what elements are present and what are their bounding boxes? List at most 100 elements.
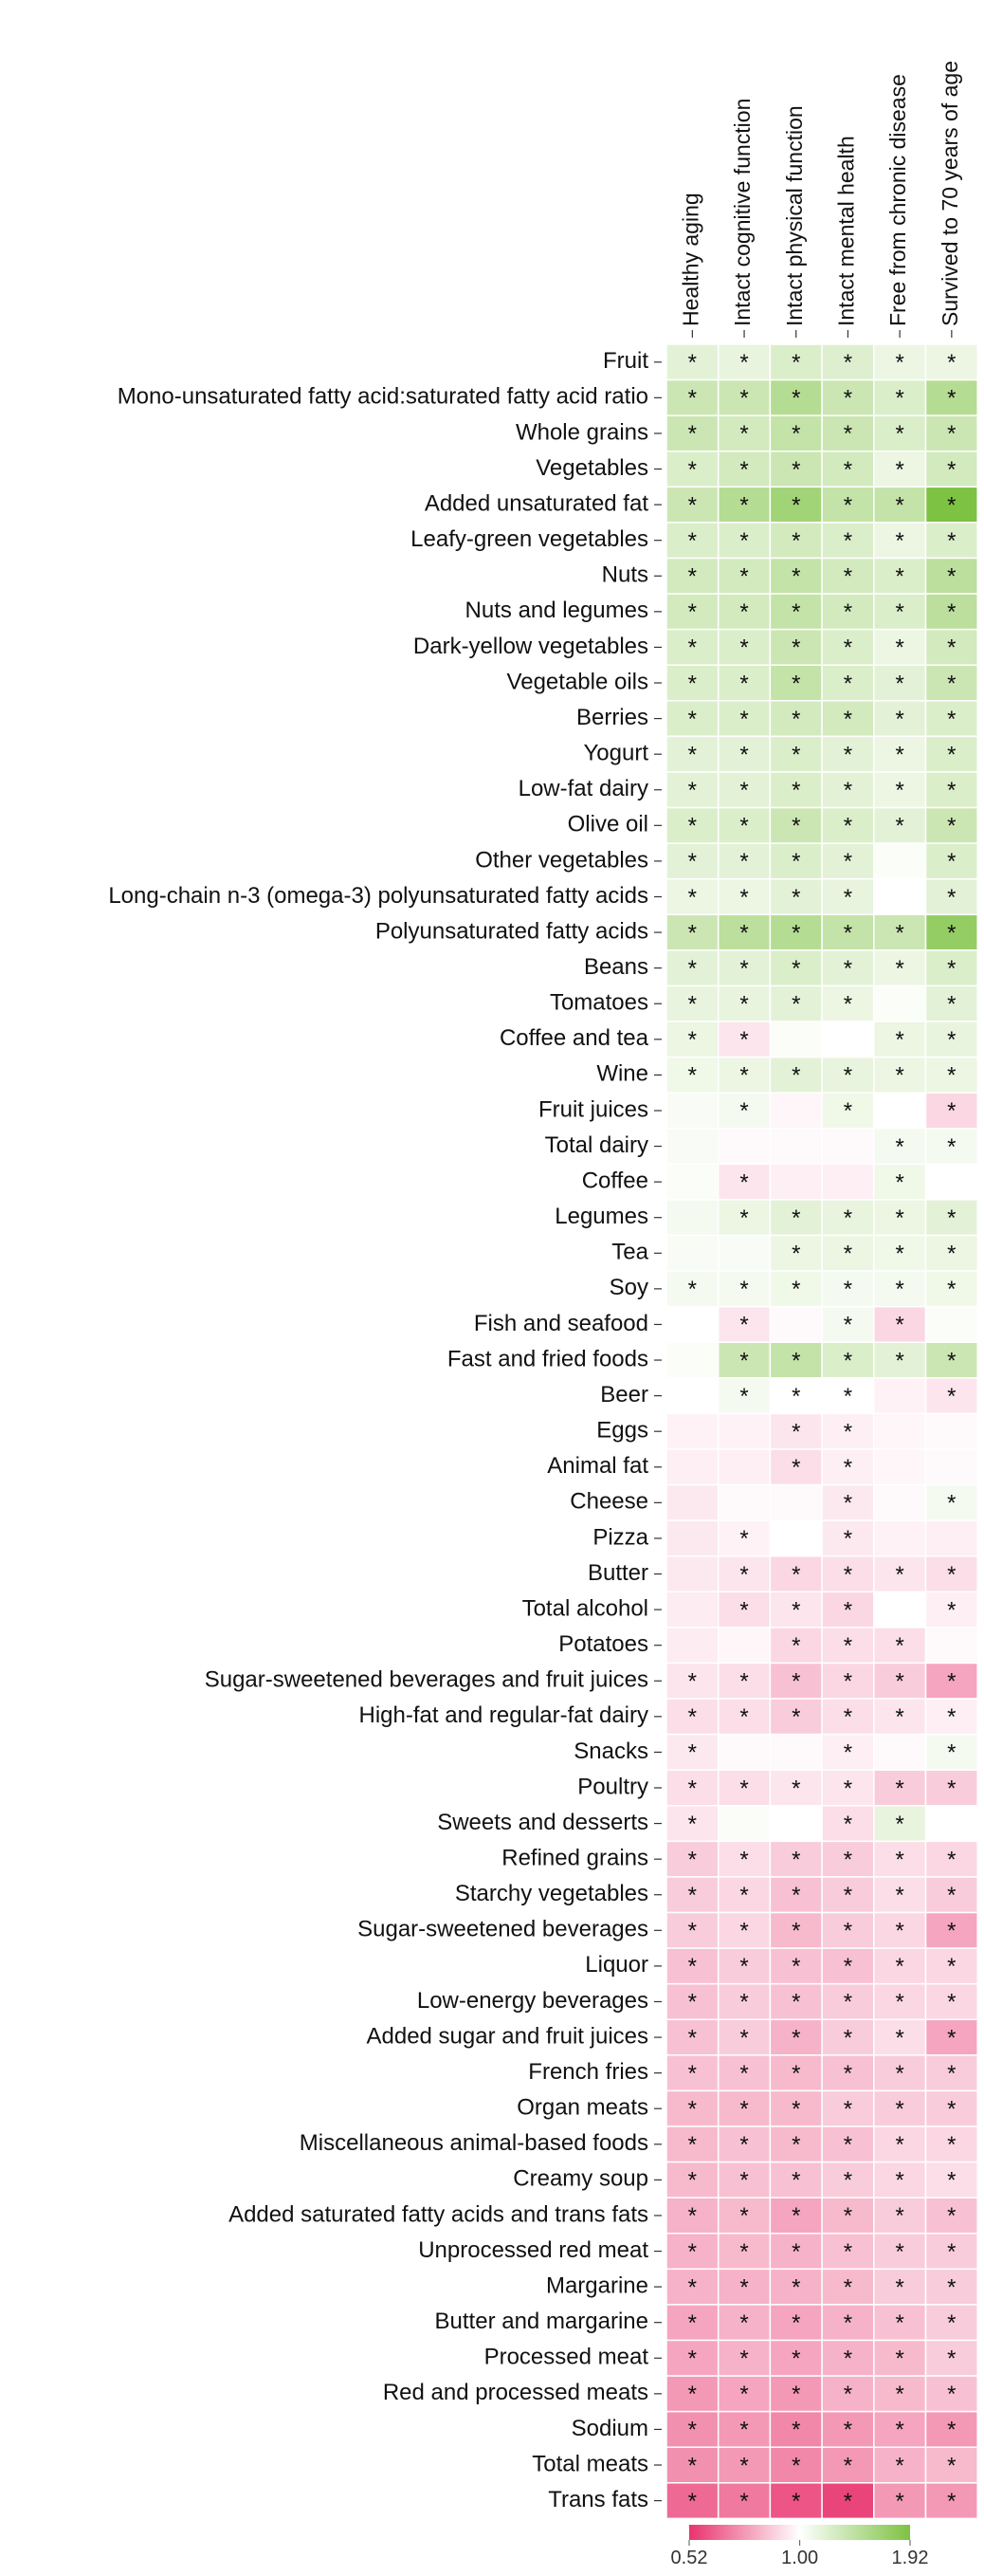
heatmap-cell bbox=[717, 1305, 772, 1343]
significance-star: * bbox=[739, 1063, 748, 1089]
heatmap-cell bbox=[873, 949, 927, 987]
significance-star: * bbox=[739, 2096, 748, 2122]
heatmap-cell bbox=[717, 1555, 772, 1593]
heatmap-cell bbox=[769, 1840, 823, 1878]
row-label: Margarine bbox=[546, 2272, 648, 2298]
significance-star: * bbox=[844, 885, 852, 911]
row-label: Sodium bbox=[572, 2416, 648, 2441]
significance-star: * bbox=[688, 2061, 697, 2087]
heatmap-cell bbox=[665, 2304, 720, 2342]
significance-star: * bbox=[947, 671, 956, 696]
significance-star: * bbox=[792, 1883, 800, 1908]
significance-star: * bbox=[844, 2096, 852, 2122]
significance-star: * bbox=[739, 1526, 748, 1552]
heatmap-cell bbox=[717, 2089, 772, 2127]
significance-star: * bbox=[844, 1384, 852, 1409]
significance-star: * bbox=[895, 1562, 903, 1588]
significance-star: * bbox=[947, 1954, 956, 1979]
significance-star: * bbox=[792, 1205, 800, 1231]
significance-star: * bbox=[844, 920, 852, 946]
significance-star: * bbox=[895, 2453, 903, 2478]
significance-star: * bbox=[792, 814, 800, 839]
heatmap-cell bbox=[665, 1519, 720, 1557]
heatmap-cell bbox=[769, 414, 823, 452]
heatmap-cell bbox=[873, 1591, 927, 1628]
heatmap-cell bbox=[769, 1092, 823, 1130]
significance-star: * bbox=[895, 1669, 903, 1695]
heatmap-cell bbox=[769, 593, 823, 631]
heatmap-cell bbox=[873, 2268, 927, 2306]
significance-star: * bbox=[688, 2310, 697, 2336]
heatmap-cell bbox=[924, 2268, 978, 2306]
heatmap-cell bbox=[873, 2410, 927, 2448]
heatmap-cell bbox=[924, 1412, 978, 1450]
significance-star: * bbox=[688, 1812, 697, 1837]
heatmap-cell bbox=[717, 2161, 772, 2199]
significance-star: * bbox=[947, 956, 956, 982]
heatmap-cell bbox=[769, 1519, 823, 1557]
significance-star: * bbox=[688, 707, 697, 732]
row-label: Trans fats bbox=[548, 2487, 648, 2512]
row-label: Nuts bbox=[602, 562, 648, 588]
significance-star: * bbox=[739, 2061, 748, 2087]
significance-star: * bbox=[688, 350, 697, 376]
heatmap-cell bbox=[665, 1769, 720, 1807]
significance-star: * bbox=[688, 2025, 697, 2051]
significance-star: * bbox=[739, 2489, 748, 2514]
heatmap-cell bbox=[717, 1483, 772, 1521]
significance-star: * bbox=[792, 1384, 800, 1409]
heatmap-cell bbox=[873, 877, 927, 916]
heatmap-cell bbox=[924, 1627, 978, 1665]
significance-star: * bbox=[739, 421, 748, 447]
heatmap-cell bbox=[717, 664, 772, 702]
heatmap-cell bbox=[665, 1805, 720, 1843]
significance-star: * bbox=[688, 421, 697, 447]
heatmap-cell bbox=[924, 2232, 978, 2271]
heatmap-cell bbox=[717, 1128, 772, 1166]
significance-star: * bbox=[844, 528, 852, 554]
significance-star: * bbox=[844, 350, 852, 376]
heatmap-cell bbox=[821, 2339, 875, 2377]
heatmap-cell bbox=[717, 735, 772, 773]
heatmap-cell bbox=[821, 414, 875, 452]
heatmap-cell bbox=[924, 1234, 978, 1272]
significance-star: * bbox=[947, 1491, 956, 1517]
heatmap-cell bbox=[924, 2089, 978, 2127]
heatmap-cell bbox=[769, 522, 823, 560]
heatmap-cell bbox=[769, 2446, 823, 2484]
significance-star: * bbox=[947, 2239, 956, 2265]
row-label: Pizza bbox=[592, 1524, 648, 1550]
heatmap-cell bbox=[769, 1805, 823, 1843]
significance-star: * bbox=[792, 2061, 800, 2087]
heatmap-cell bbox=[665, 2018, 720, 2056]
heatmap-cell bbox=[821, 2161, 875, 2199]
significance-star: * bbox=[844, 386, 852, 412]
heatmap-cell bbox=[665, 2268, 720, 2306]
heatmap-cell bbox=[769, 1377, 823, 1415]
row-label: Unprocessed red meat bbox=[418, 2237, 648, 2263]
heatmap-cell bbox=[665, 2446, 720, 2484]
significance-star: * bbox=[739, 2203, 748, 2229]
significance-star: * bbox=[895, 2310, 903, 2336]
colorbar-tick-label: 1.00 bbox=[781, 2548, 818, 2568]
heatmap-cell bbox=[769, 343, 823, 381]
significance-star: * bbox=[947, 2382, 956, 2407]
heatmap-cell bbox=[924, 628, 978, 666]
row-label: French fries bbox=[528, 2059, 648, 2085]
heatmap-cell bbox=[717, 2018, 772, 2056]
heatmap-cell bbox=[769, 1056, 823, 1094]
significance-star: * bbox=[688, 564, 697, 590]
significance-star: * bbox=[739, 2346, 748, 2372]
significance-star: * bbox=[844, 1491, 852, 1517]
significance-star: * bbox=[739, 528, 748, 554]
row-label: Tea bbox=[611, 1240, 648, 1265]
significance-star: * bbox=[895, 1277, 903, 1302]
row-label: Poultry bbox=[577, 1774, 648, 1799]
significance-star: * bbox=[844, 2418, 852, 2443]
significance-star: * bbox=[947, 2310, 956, 2336]
significance-star: * bbox=[947, 1776, 956, 1801]
significance-star: * bbox=[947, 1847, 956, 1872]
heatmap-cell bbox=[717, 1199, 772, 1237]
row-label: Olive oil bbox=[568, 812, 648, 837]
